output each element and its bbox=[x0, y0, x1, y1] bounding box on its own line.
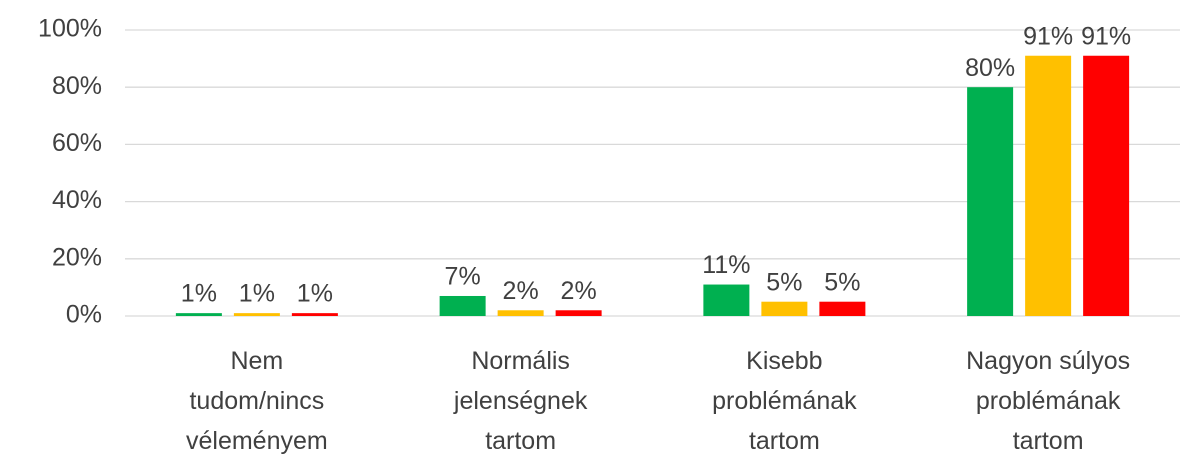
y-tick-label: 80% bbox=[52, 72, 102, 100]
bar bbox=[497, 310, 544, 316]
bar bbox=[291, 313, 338, 316]
value-label: 80% bbox=[965, 54, 1015, 82]
value-label: 5% bbox=[766, 268, 802, 296]
x-tick-label: Normális jelenségnek tartom bbox=[453, 347, 588, 455]
x-tick-label: Nagyon súlyos problémának tartom bbox=[966, 347, 1130, 455]
bar bbox=[819, 301, 866, 316]
bar bbox=[1025, 55, 1072, 317]
bar bbox=[233, 313, 280, 316]
y-tick-label: 0% bbox=[66, 301, 102, 329]
bar bbox=[1083, 55, 1130, 317]
value-label: 91% bbox=[1023, 22, 1073, 50]
bar bbox=[439, 295, 486, 316]
y-tick-label: 20% bbox=[52, 243, 102, 271]
x-tick-label: Nem tudom/nincs véleményem bbox=[186, 347, 328, 455]
x-tick-label: Kisebb problémának tartom bbox=[712, 347, 857, 455]
value-label: 11% bbox=[702, 251, 750, 279]
value-label: 2% bbox=[561, 277, 597, 305]
value-label: 7% bbox=[445, 263, 481, 291]
value-label: 91% bbox=[1081, 22, 1131, 50]
bar bbox=[555, 310, 602, 316]
bar bbox=[175, 313, 222, 316]
value-label: 1% bbox=[181, 280, 217, 308]
value-label: 2% bbox=[503, 277, 539, 305]
y-tick-label: 60% bbox=[52, 129, 102, 157]
y-tick-label: 100% bbox=[38, 15, 102, 43]
value-label: 1% bbox=[239, 280, 275, 308]
bar bbox=[761, 301, 808, 316]
bar bbox=[967, 87, 1014, 316]
bar bbox=[703, 284, 750, 316]
value-label: 5% bbox=[824, 268, 860, 296]
value-label: 1% bbox=[297, 280, 333, 308]
y-tick-label: 40% bbox=[52, 186, 102, 214]
